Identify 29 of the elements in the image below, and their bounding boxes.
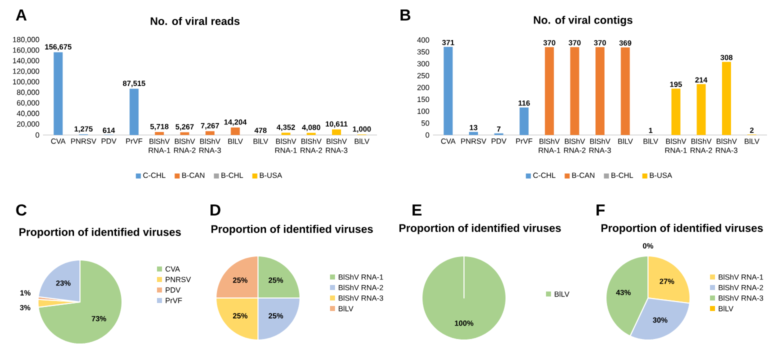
bar [154,132,164,135]
chart-title: Proportion of identified viruses [211,224,373,236]
bar [696,84,706,135]
chart-title: Proportion of identified viruses [19,228,181,238]
bar [570,47,580,135]
bar [520,107,529,135]
text: D [210,204,220,216]
bar [130,88,139,135]
bar [54,52,63,135]
chart-title: Proportion of identified viruses [601,224,763,234]
bar [468,132,478,135]
text: F [596,204,605,216]
bar [444,46,453,135]
bar [671,88,680,135]
text: B [400,10,410,20]
text: E [412,204,422,216]
bar [180,132,190,135]
text: C [16,204,27,216]
bar [722,62,732,135]
bar [620,47,630,135]
bar [332,129,342,135]
bar [596,47,605,135]
chart-title: No. of viral reads [150,16,240,26]
text: A [16,10,27,20]
chart-title: Proportion of identified viruses [399,224,561,234]
bar [230,128,240,135]
bar [206,131,214,135]
chart-title: No. of viral contigs [534,16,632,26]
bar [544,47,554,135]
